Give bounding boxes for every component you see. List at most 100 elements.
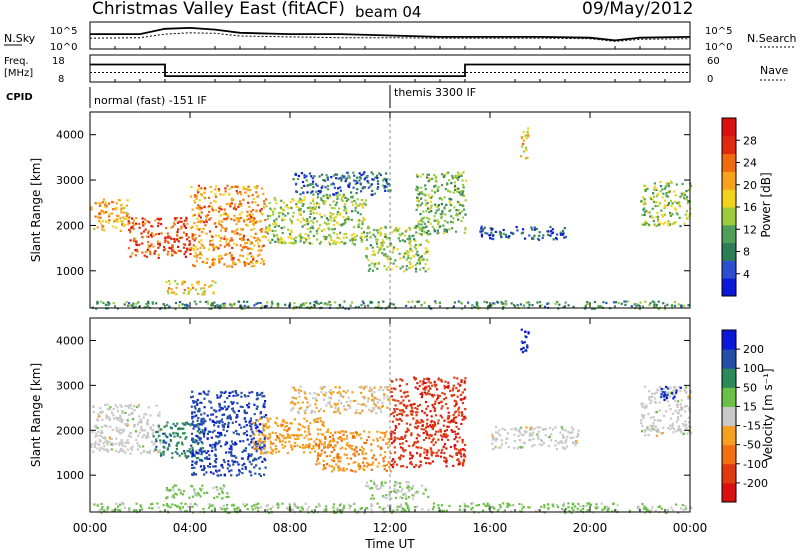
noise-panel: N.Sky 10^5 10^0 10^5 10^0 N.Search (4, 21, 797, 53)
power-region-10 (640, 180, 692, 228)
freq-left-label: Freq. (4, 56, 29, 67)
noise-right-tick-bottom: 10^0 (705, 42, 732, 53)
velocity-region-9 (491, 425, 580, 451)
power-ytick-4000: 4000 (56, 129, 84, 142)
velocity-colorbar-swatch (722, 444, 736, 465)
date-label: 09/May/2012 (582, 0, 694, 19)
power-colorbar-swatch (722, 207, 736, 226)
velocity-colorbar-tick: 15 (743, 400, 757, 413)
velocity-region-3 (165, 484, 230, 500)
power-region-2 (190, 184, 268, 269)
noise-frame (89, 21, 691, 50)
freq-frame (89, 54, 691, 83)
freq-right-tick-bottom: 0 (707, 74, 713, 85)
velocity-ytick-2000: 2000 (56, 424, 84, 437)
power-colorbar-label: Power [dB] (759, 172, 773, 237)
velocity-panel: 1000 2000 3000 4000 Slant Range [km] -200 -1… (29, 317, 775, 515)
power-region-5 (292, 171, 392, 196)
freq-series (90, 63, 690, 77)
velocity-region-0 (90, 403, 162, 455)
power-colorbar-swatch (722, 242, 736, 261)
power-region-7 (415, 171, 468, 236)
velocity-region-2 (190, 390, 268, 478)
velocity-ytick-3000: 3000 (56, 379, 84, 392)
velocity-colorbar-tick: -15 (743, 420, 761, 433)
noise-right-tick-top: 10^5 (705, 26, 732, 37)
x-axis: 00:00 04:00 08:00 12:00 16:00 20:00 00:00 (73, 46, 708, 535)
velocity-colorbar-tick: -200 (743, 477, 768, 490)
power-colorbar-tick: 8 (743, 246, 750, 259)
freq-left-tick-top: 18 (52, 56, 65, 67)
cpid-label: CPID (6, 92, 33, 103)
noise-series-search (89, 32, 691, 42)
cpid-segment-normal: normal (fast) -151 IF (94, 94, 207, 107)
power-colorbar-swatch (722, 171, 736, 190)
velocity-colorbar-swatch (722, 387, 736, 407)
power-ytick-3000: 3000 (56, 174, 84, 187)
velocity-region-8 (290, 385, 392, 415)
power-colorbar-tick: 4 (743, 268, 750, 281)
x-tick-label: 20:00 (573, 521, 608, 535)
plot-title: Christmas Valley East (fitACF) (92, 0, 345, 19)
power-colorbar-tick: 16 (743, 201, 757, 214)
power-colorbar-swatch (722, 135, 736, 155)
velocity-colorbar-tick: 50 (743, 381, 757, 394)
velocity-colorbar-swatch (722, 463, 736, 484)
velocity-colorbar-swatch (722, 349, 736, 369)
x-tick-label: 16:00 (473, 521, 508, 535)
velocity-colorbar-swatch (722, 482, 736, 503)
power-colorbar-swatch (722, 260, 736, 279)
velocity-region-5 (315, 430, 393, 473)
power-region-4 (265, 193, 367, 246)
power-region-1 (127, 216, 193, 259)
freq-panel: Freq. [MHz] 18 8 60 0 Nave (4, 54, 788, 85)
velocity-colorbar-swatch (722, 425, 736, 446)
velocity-region-6 (390, 376, 467, 469)
x-tick-label: 00:00 (73, 521, 108, 535)
power-colorbar-tick: 28 (743, 134, 757, 147)
power-colorbar-swatch (722, 153, 736, 172)
velocity-region-12 (660, 385, 682, 401)
noise-left-label: N.Sky (4, 32, 36, 45)
velocity-colorbar-tick: 200 (743, 343, 764, 356)
power-region-0 (90, 198, 130, 232)
power-ytick-2000: 2000 (56, 219, 84, 232)
power-colorbar-swatch (722, 278, 736, 297)
power-ytick-1000: 1000 (56, 265, 84, 278)
velocity-region-4 (252, 416, 330, 455)
power-panel: 1000 2000 3000 4000 Slant Range [km] 4 8 12 16… (29, 111, 773, 311)
power-colorbar-tick: 20 (743, 179, 757, 192)
x-axis-label: Time UT (364, 537, 415, 551)
velocity-ylabel: Slant Range [km] (29, 363, 43, 467)
power-region-6 (365, 225, 430, 273)
power-ylabel: Slant Range [km] (29, 158, 43, 262)
velocity-colorbar-swatch (722, 368, 736, 388)
velocity-colorbar-tick: 100 (743, 362, 764, 375)
freq-right-label: Nave (760, 64, 788, 77)
cpid-row: CPID normal (fast) -151 IF themis 3300 I… (6, 85, 476, 108)
power-colorbar-tick: 24 (743, 157, 757, 170)
velocity-colorbar-tick: -50 (743, 439, 761, 452)
power-region-9 (520, 127, 530, 160)
power-region-8 (479, 225, 568, 241)
freq-left-tick-bottom: 8 (58, 74, 64, 85)
x-tick-label: 00:00 (673, 521, 708, 535)
beam-label: beam 04 (355, 3, 421, 21)
power-colorbar-swatch (722, 118, 736, 137)
power-colorbar-tick: 12 (743, 223, 757, 236)
power-region-3 (165, 279, 217, 296)
velocity-colorbar-swatch (722, 330, 736, 350)
cpid-segment-themis: themis 3300 IF (394, 86, 476, 99)
velocity-ytick-1000: 1000 (56, 469, 84, 482)
velocity-ytick-4000: 4000 (56, 334, 84, 347)
freq-left-unit: [MHz] (4, 68, 33, 79)
power-colorbar-swatch (722, 189, 736, 208)
noise-left-tick-bottom: 10^0 (50, 42, 77, 53)
velocity-region-7 (365, 479, 430, 500)
x-tick-label: 08:00 (273, 521, 308, 535)
noise-left-tick-top: 10^5 (50, 26, 77, 37)
velocity-colorbar-tick: -100 (743, 458, 768, 471)
freq-right-tick-top: 60 (707, 56, 720, 67)
power-colorbar-swatch (722, 224, 736, 244)
